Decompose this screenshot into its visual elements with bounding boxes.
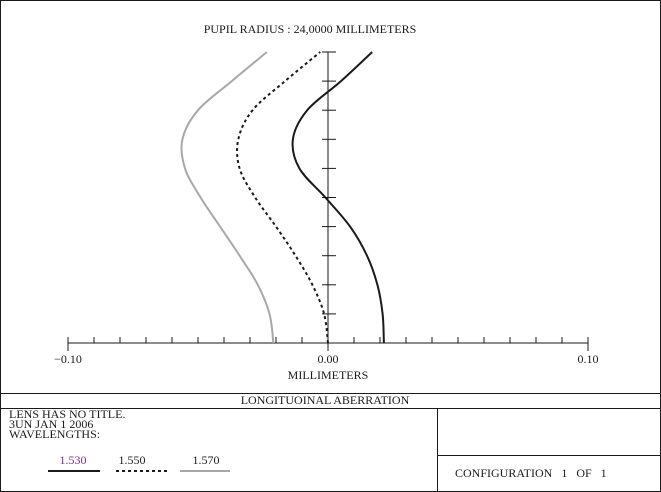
aberration-curve — [291, 51, 385, 344]
aberration-curve — [236, 51, 329, 344]
x-tick-label: −0.10 — [54, 352, 82, 366]
chart-title: PUPIL RADIUS : 24,0000 MILLIMETERS — [204, 22, 417, 36]
configuration: CONFIGURATION 1 OF 1 — [455, 466, 607, 480]
lens-title: LENS HAS NO TITLE. — [9, 407, 125, 421]
date: 3UN JAN 1 2006 — [9, 417, 93, 431]
x-tick-label: 0.10 — [578, 352, 599, 366]
aberration-curve — [180, 51, 275, 344]
legend-label: 1.570 — [193, 453, 220, 467]
x-axis-label: MILLIMETERS — [288, 368, 369, 382]
wavelengths-label: WAVELENGTHS: — [9, 427, 100, 441]
x-tick-label: 0.00 — [318, 352, 339, 366]
legend-label: 1.530 — [60, 453, 87, 467]
plot-name: LONGITUOINAL ABERRATION — [241, 393, 410, 407]
legend-label: 1.550 — [119, 453, 146, 467]
